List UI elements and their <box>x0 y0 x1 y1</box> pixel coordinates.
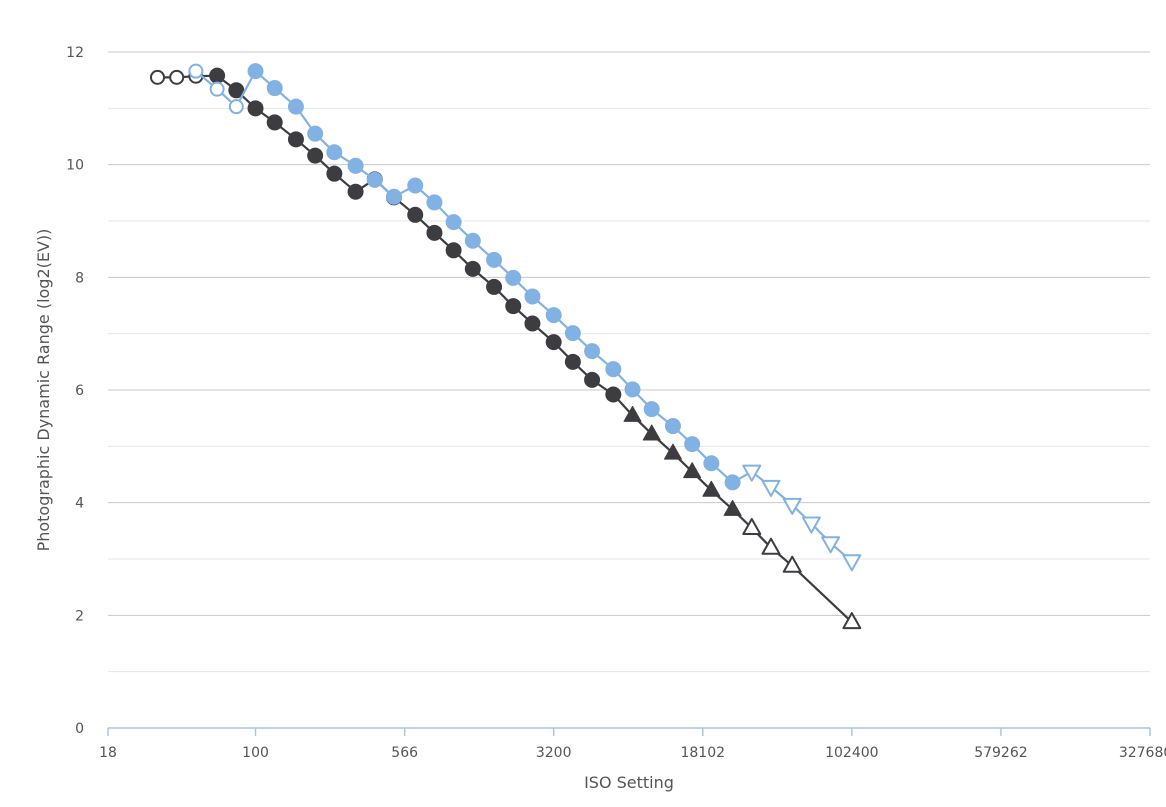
x-tick-label: 3276800 <box>1119 745 1166 761</box>
data-point[interactable] <box>584 371 601 388</box>
data-point[interactable] <box>247 100 264 117</box>
y-tick-label: 2 <box>75 608 84 624</box>
data-point[interactable] <box>266 114 283 131</box>
data-point[interactable] <box>266 80 283 97</box>
data-point[interactable] <box>724 474 741 491</box>
data-point[interactable] <box>326 165 343 182</box>
series-layer <box>149 63 862 630</box>
data-point[interactable] <box>505 269 522 286</box>
data-point[interactable] <box>486 278 503 295</box>
data-point[interactable] <box>287 98 304 115</box>
data-point[interactable] <box>761 479 781 497</box>
data-point[interactable] <box>742 518 762 536</box>
series-2 <box>188 63 862 572</box>
data-point[interactable] <box>228 99 244 115</box>
data-point[interactable] <box>821 536 841 554</box>
data-point[interactable] <box>761 537 781 555</box>
x-tick-label: 579262 <box>974 745 1027 761</box>
data-point[interactable] <box>247 63 264 80</box>
data-point[interactable] <box>842 554 862 572</box>
data-point[interactable] <box>723 499 742 516</box>
y-axis-title: Photographic Dynamic Range (log2(EV)) <box>34 229 53 552</box>
data-point[interactable] <box>188 63 204 79</box>
data-point[interactable] <box>702 480 721 497</box>
data-point[interactable] <box>664 418 681 435</box>
data-point[interactable] <box>782 497 802 515</box>
data-point[interactable] <box>307 125 324 142</box>
data-point[interactable] <box>287 131 304 148</box>
data-point[interactable] <box>564 325 581 342</box>
x-tick-label: 102400 <box>825 745 878 761</box>
data-point[interactable] <box>445 214 462 231</box>
grid-lines <box>108 51 1150 673</box>
data-point[interactable] <box>407 206 424 223</box>
data-point[interactable] <box>464 232 481 249</box>
data-point[interactable] <box>605 386 622 403</box>
x-tick-label: 18 <box>99 745 117 761</box>
y-tick-label: 4 <box>75 496 84 512</box>
data-point[interactable] <box>464 260 481 277</box>
data-point[interactable] <box>505 298 522 315</box>
data-point[interactable] <box>426 194 443 211</box>
data-point[interactable] <box>684 436 701 453</box>
data-point[interactable] <box>209 67 226 84</box>
data-point[interactable] <box>663 443 682 460</box>
data-point[interactable] <box>385 188 402 205</box>
data-point[interactable] <box>524 315 541 332</box>
y-tick-label: 12 <box>66 45 84 61</box>
data-point[interactable] <box>742 464 762 482</box>
series-1 <box>149 67 862 630</box>
data-point[interactable] <box>584 343 601 360</box>
series-line <box>195 70 853 563</box>
y-tick-label: 10 <box>66 158 84 174</box>
data-point[interactable] <box>426 224 443 241</box>
data-point[interactable] <box>486 251 503 268</box>
data-point[interactable] <box>642 424 661 441</box>
data-point[interactable] <box>643 401 660 418</box>
data-point[interactable] <box>169 69 185 85</box>
y-tick-label: 8 <box>75 270 84 286</box>
data-point[interactable] <box>703 455 720 472</box>
data-point[interactable] <box>326 144 343 161</box>
y-tick-label: 0 <box>75 721 84 737</box>
data-point[interactable] <box>782 555 802 573</box>
data-point[interactable] <box>228 82 245 99</box>
data-point[interactable] <box>347 157 364 174</box>
data-point[interactable] <box>801 516 821 534</box>
x-axis-title: ISO Setting <box>584 773 674 792</box>
x-tick-label: 18102 <box>680 745 725 761</box>
data-point[interactable] <box>605 361 622 378</box>
data-point[interactable] <box>564 353 581 370</box>
data-point[interactable] <box>683 462 702 479</box>
data-point[interactable] <box>842 612 862 630</box>
data-point[interactable] <box>545 307 562 324</box>
data-point[interactable] <box>307 147 324 164</box>
data-point[interactable] <box>209 81 225 97</box>
data-point[interactable] <box>623 405 642 422</box>
data-point[interactable] <box>545 334 562 351</box>
data-point[interactable] <box>445 242 462 259</box>
data-point[interactable] <box>407 177 424 194</box>
data-point[interactable] <box>149 69 165 85</box>
data-point[interactable] <box>366 171 383 188</box>
y-axis-ticks: 0 2 4 6 8 10 12 <box>66 45 84 737</box>
data-point[interactable] <box>524 288 541 305</box>
x-axis-ticks: 18 100 566 3200 18102 102400 579262 3276800 <box>99 728 1166 761</box>
x-tick-label: 100 <box>242 745 269 761</box>
series-line <box>157 74 853 623</box>
y-tick-label: 6 <box>75 383 84 399</box>
x-tick-label: 3200 <box>536 745 572 761</box>
data-point[interactable] <box>624 381 641 398</box>
x-tick-label: 566 <box>391 745 418 761</box>
data-point[interactable] <box>347 183 364 200</box>
